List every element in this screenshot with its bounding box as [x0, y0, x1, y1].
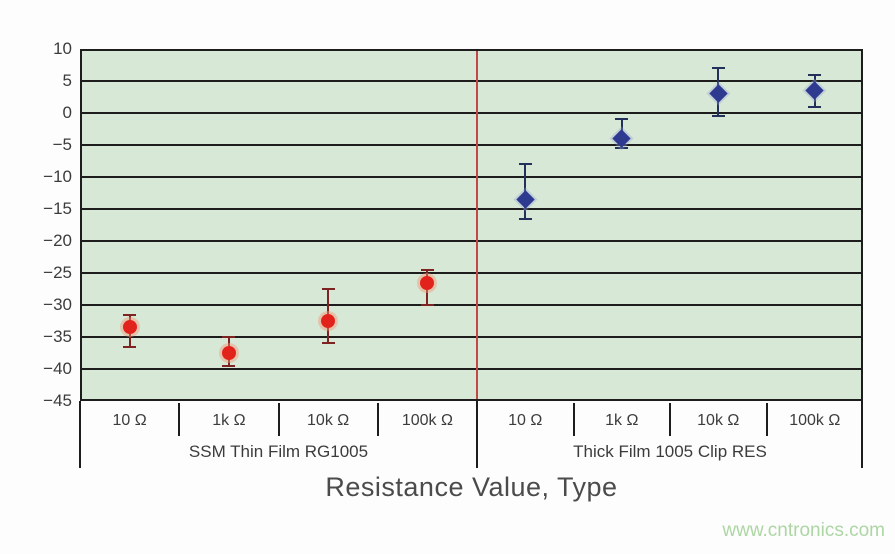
- error-bar-cap-bottom: [615, 147, 629, 150]
- axis-boundary-line: [79, 401, 81, 468]
- category-tick: [376, 403, 379, 436]
- gridline: [80, 304, 863, 306]
- y-tick-label: 10: [53, 39, 72, 58]
- gridline: [80, 112, 863, 114]
- axis-boundary-line: [476, 401, 478, 468]
- y-tick-label: 5: [62, 71, 72, 90]
- category-tick: [572, 403, 575, 436]
- group-divider-line: [476, 51, 478, 399]
- gridline: [80, 144, 863, 146]
- category-label: 1k Ω: [605, 412, 639, 429]
- gridline: [80, 240, 863, 242]
- error-bar-cap-top: [711, 67, 725, 70]
- group-label: Thick Film 1005 Clip RES: [573, 442, 767, 461]
- error-bar-cap-top: [420, 268, 434, 271]
- data-point-circle: [420, 275, 435, 290]
- error-bar-cap-top: [518, 163, 532, 166]
- y-tick-label: −10: [43, 167, 72, 186]
- gridline: [80, 368, 863, 370]
- gridline: [80, 272, 863, 274]
- watermark: www.cntronics.com: [722, 520, 885, 541]
- category-label: 100k Ω: [401, 412, 453, 429]
- category-label: 1k Ω: [212, 412, 246, 429]
- gridline: [80, 208, 863, 210]
- y-tick-label: 0: [62, 103, 72, 122]
- y-tick-label: −15: [43, 199, 72, 218]
- y-tick-label: −20: [43, 231, 72, 250]
- category-tick: [765, 403, 768, 436]
- data-point-circle: [221, 346, 236, 360]
- y-tick-label: −45: [43, 391, 72, 410]
- category-label: 10k Ω: [697, 412, 740, 429]
- data-point-circle: [321, 314, 336, 328]
- error-bar-cap-bottom: [420, 304, 434, 306]
- axis-boundary-line: [861, 401, 863, 468]
- error-bar-cap-bottom: [711, 115, 725, 118]
- error-bar-cap-top: [808, 73, 822, 76]
- category-label: 10k Ω: [307, 412, 350, 429]
- category-label: 10 Ω: [508, 412, 543, 429]
- error-bar-cap-bottom: [518, 217, 532, 220]
- y-tick-label: −5: [52, 135, 72, 154]
- data-point-circle: [122, 320, 137, 335]
- category-label: 10 Ω: [112, 412, 147, 429]
- error-bar-cap-bottom: [808, 105, 822, 108]
- y-tick-label: −35: [43, 327, 72, 346]
- error-bar-cap-top: [123, 313, 137, 316]
- y-tick-label: −40: [43, 359, 72, 378]
- y-tick-label: −25: [43, 263, 72, 282]
- y-tick-label: −30: [43, 295, 72, 314]
- error-bar-cap-top: [222, 336, 236, 338]
- category-label: 100k Ω: [789, 412, 841, 429]
- gridline: [80, 176, 863, 178]
- group-label: SSM Thin Film RG1005: [188, 442, 369, 461]
- gridline: [80, 80, 863, 82]
- error-bar-cap-bottom: [222, 364, 236, 367]
- error-bar-cap-bottom: [321, 342, 335, 345]
- error-bar-cap-top: [615, 118, 629, 121]
- error-bar-cap-top: [321, 288, 335, 290]
- x-axis-title: Resistance Value, Type: [325, 472, 618, 502]
- plot-area: [80, 49, 863, 401]
- category-tick: [277, 403, 280, 436]
- gridline: [80, 336, 863, 338]
- category-tick: [178, 403, 181, 436]
- error-bar-cap-bottom: [123, 345, 137, 348]
- category-tick: [669, 403, 671, 436]
